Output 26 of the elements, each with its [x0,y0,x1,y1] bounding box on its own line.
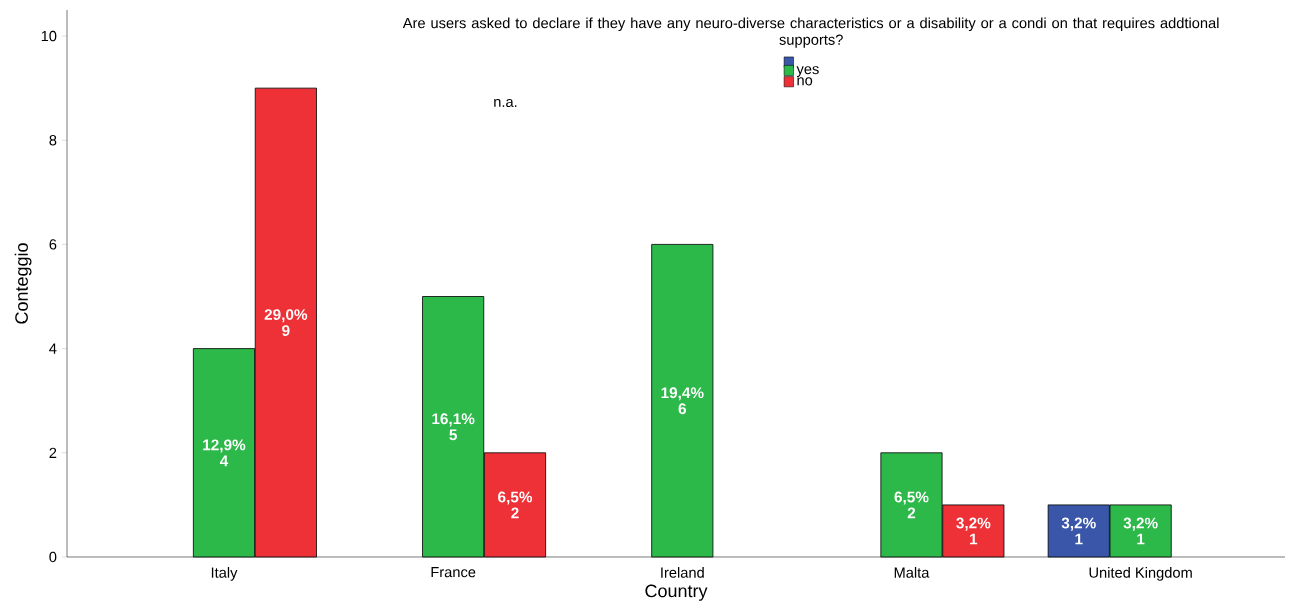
data-label: 16,1% 5 [432,413,475,441]
data-label: 19,4% 6 [661,387,704,415]
data-label: 6,5% 2 [498,491,533,519]
y-tick-label: 0 [49,551,57,563]
x-tick-label: Ireland [661,567,704,578]
legend-label: yes [796,66,819,78]
y-tick-label: 2 [49,447,57,458]
data-label: 12,9% 4 [203,439,246,467]
y-tick-label: 6 [49,239,57,250]
data-label: 29,0% 9 [264,309,308,336]
y-tick-label: 10 [41,30,57,42]
data-label: 3,2% 1 [956,517,991,545]
data-label: 6,5% 2 [894,491,929,519]
legend-label: no [797,77,813,86]
data-label: 3,2% 1 [1123,517,1158,545]
x-axis-title: Country [645,584,708,601]
x-tick-label: Italy [211,567,238,581]
x-tick-label: Malta [894,567,930,578]
annotation: n.a. [494,98,517,107]
y-tick-label: 4 [49,343,57,354]
data-label: 3,2% 1 [1061,517,1096,545]
y-tick-label: 8 [49,135,57,146]
text: Are users asked to declare if they have any neuro-diverse characteristics or a disability or a condi on that requires addtional supports? [402,17,1219,48]
y-axis-title: Conteggio [14,243,32,324]
x-tick-label: United Kingdom [1089,567,1192,581]
x-tick-label: France [431,567,476,578]
